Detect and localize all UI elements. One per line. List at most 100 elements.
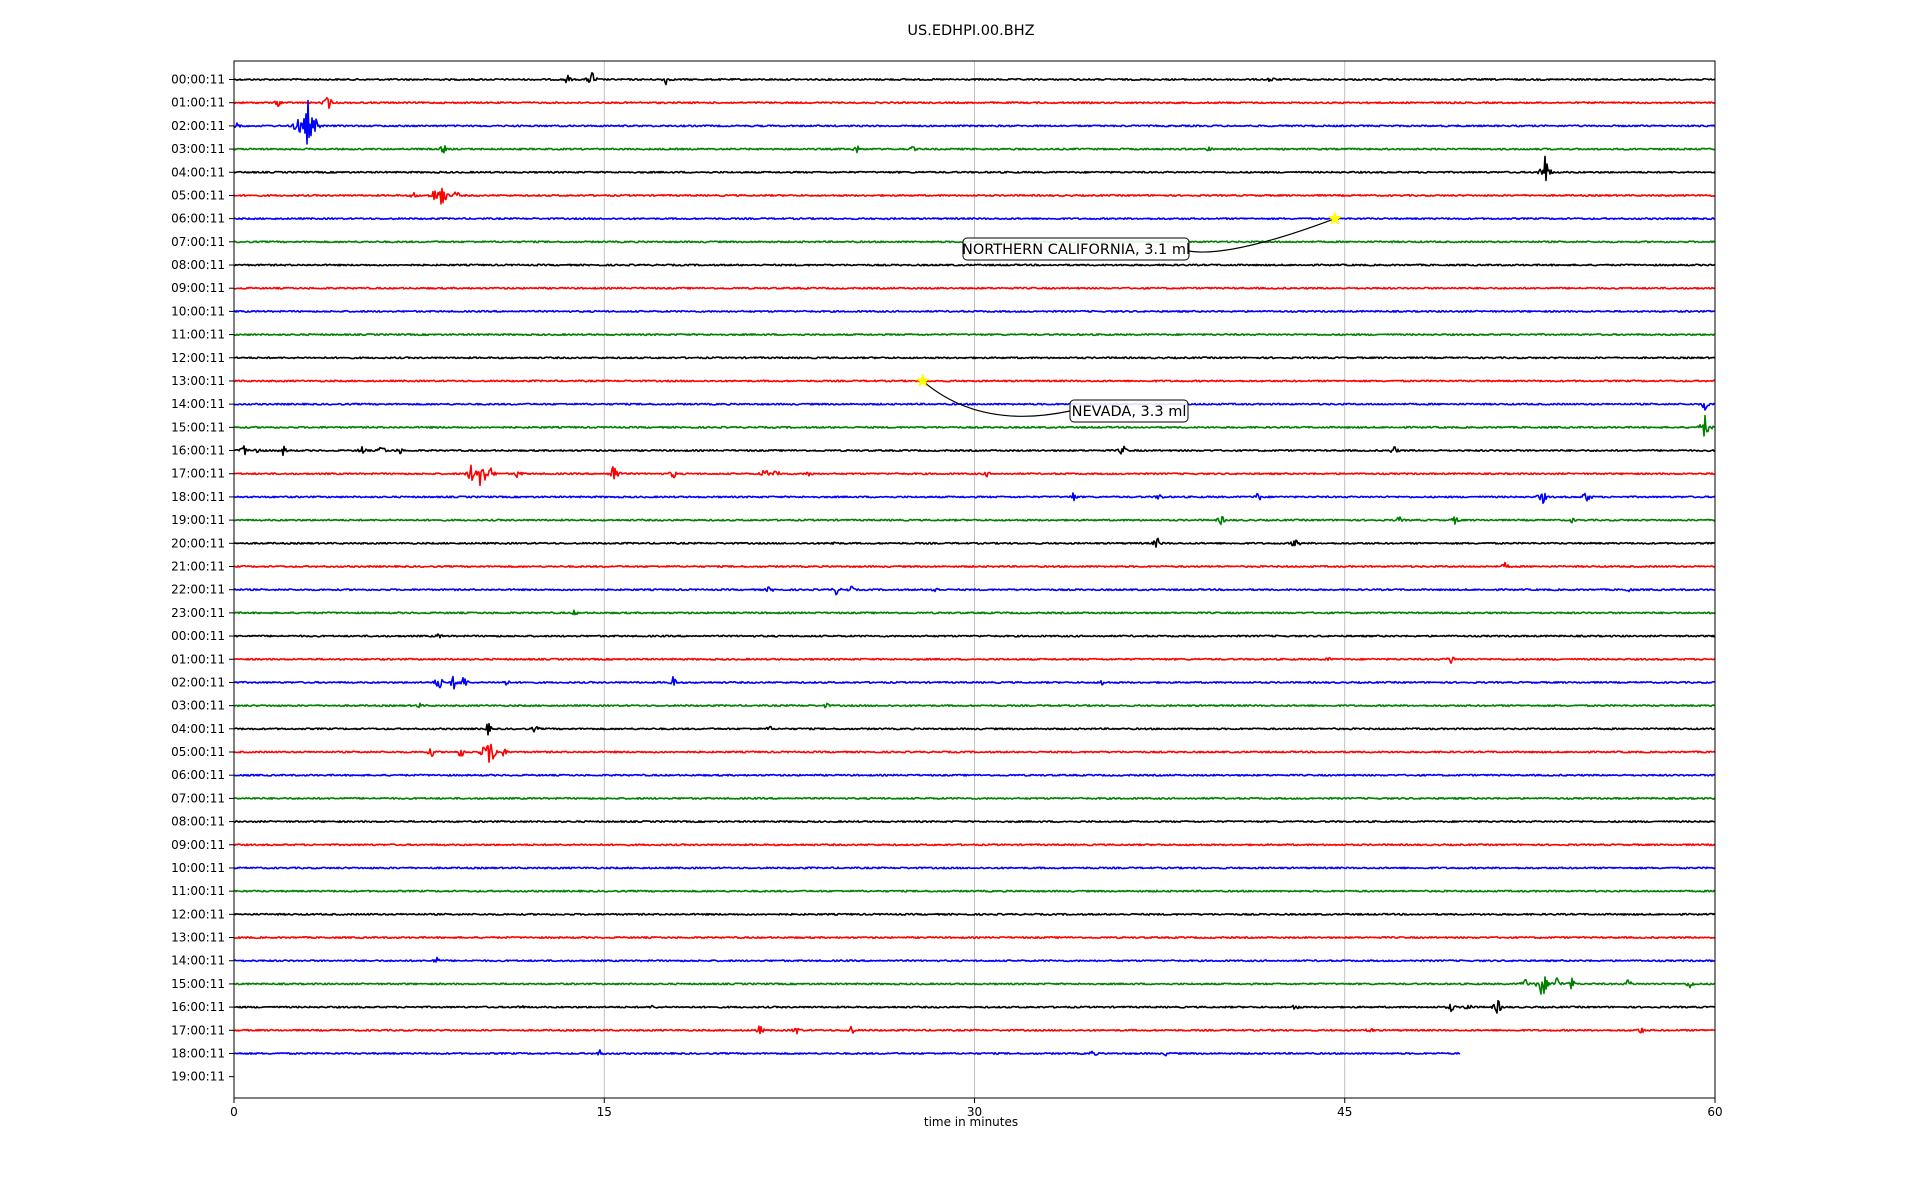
trace-row xyxy=(233,155,1716,182)
row-time-label: 12:00:11 xyxy=(171,351,225,365)
row-time-label: 22:00:11 xyxy=(171,583,225,597)
trace-row xyxy=(233,820,1716,824)
trace-row xyxy=(233,561,1716,569)
annotation-label: NEVADA, 3.3 ml xyxy=(1072,404,1187,420)
row-time-label: 18:00:11 xyxy=(171,1046,225,1060)
x-tick-label: 60 xyxy=(1707,1105,1722,1119)
row-time-label: 13:00:11 xyxy=(171,931,225,945)
row-time-label: 14:00:11 xyxy=(171,397,225,411)
trace-row xyxy=(233,356,1716,360)
trace-row xyxy=(233,702,1716,709)
trace-row xyxy=(233,464,1716,487)
trace-row xyxy=(233,333,1716,337)
trace-row xyxy=(233,912,1716,916)
annotation-connector xyxy=(922,380,1071,417)
trace-row xyxy=(233,402,1716,411)
trace-row xyxy=(233,796,1716,800)
row-time-label: 11:00:11 xyxy=(171,328,225,342)
trace-row xyxy=(233,843,1716,847)
row-time-label: 08:00:11 xyxy=(171,815,225,829)
trace-row xyxy=(233,956,1716,963)
row-time-label: 04:00:11 xyxy=(171,722,225,736)
row-time-label: 05:00:11 xyxy=(171,188,225,202)
trace-row xyxy=(233,935,1716,940)
row-time-label: 01:00:11 xyxy=(171,96,225,110)
trace-row xyxy=(233,773,1716,777)
trace-row xyxy=(233,97,1716,110)
row-time-label: 02:00:11 xyxy=(171,675,225,689)
annotation-box xyxy=(1069,399,1189,423)
trace-row xyxy=(233,515,1716,526)
x-axis-ticks: 0 15 30 45 60 xyxy=(230,1098,1723,1119)
row-time-label: 17:00:11 xyxy=(171,467,225,481)
x-tick-label: 15 xyxy=(597,1105,612,1119)
annotation-connector xyxy=(1188,218,1336,253)
row-time-label: 09:00:11 xyxy=(171,281,225,295)
trace-row xyxy=(233,866,1716,870)
trace-row xyxy=(233,445,1716,457)
x-tick-label: 45 xyxy=(1337,1105,1352,1119)
row-time-label: 00:00:11 xyxy=(171,629,225,643)
row-time-label: 16:00:11 xyxy=(171,1000,225,1014)
row-time-label: 15:00:11 xyxy=(171,977,225,991)
trace-row xyxy=(233,414,1716,437)
trace-row xyxy=(233,656,1716,664)
x-tick-label: 30 xyxy=(967,1105,982,1119)
row-time-label: 10:00:11 xyxy=(171,861,225,875)
row-time-label: 13:00:11 xyxy=(171,374,225,388)
trace-row xyxy=(233,144,1716,154)
row-time-label: 20:00:11 xyxy=(171,536,225,550)
row-time-label: 06:00:11 xyxy=(171,212,225,226)
row-time-label: 07:00:11 xyxy=(171,235,225,249)
row-time-label: 19:00:11 xyxy=(171,1070,225,1084)
grid-lines xyxy=(603,61,1346,1098)
event-annotations: NORTHERN CALIFORNIA, 3.1 ml NEVADA, 3.3 m… xyxy=(915,211,1343,423)
row-time-label: 00:00:11 xyxy=(171,73,225,87)
row-time-label: 17:00:11 xyxy=(171,1023,225,1037)
trace-row xyxy=(233,309,1716,313)
row-time-label: 21:00:11 xyxy=(171,559,225,573)
chart-title: US.EDHPI.00.BHZ xyxy=(907,23,1034,39)
row-time-label: 04:00:11 xyxy=(171,165,225,179)
row-time-label: 16:00:11 xyxy=(171,444,225,458)
trace-row xyxy=(233,585,1716,596)
row-time-label: 23:00:11 xyxy=(171,606,225,620)
row-time-label: 15:00:11 xyxy=(171,420,225,434)
trace-row xyxy=(233,99,1716,145)
event-star-marker xyxy=(915,373,930,388)
trace-row xyxy=(233,72,1716,86)
row-time-label: 11:00:11 xyxy=(171,884,225,898)
trace-row xyxy=(233,217,1716,221)
row-time-label: 08:00:11 xyxy=(171,258,225,272)
row-time-label: 10:00:11 xyxy=(171,304,225,318)
trace-row xyxy=(233,379,1716,383)
seismic-traces xyxy=(233,72,1716,1057)
row-time-label: 09:00:11 xyxy=(171,838,225,852)
row-time-label: 03:00:11 xyxy=(171,699,225,713)
row-time-label: 05:00:11 xyxy=(171,745,225,759)
x-tick-label: 0 xyxy=(230,1105,238,1119)
x-axis-label: time in minutes xyxy=(924,1115,1018,1129)
row-time-label: 12:00:11 xyxy=(171,907,225,921)
trace-row xyxy=(233,722,1716,736)
trace-row xyxy=(233,537,1716,548)
trace-row xyxy=(233,675,1716,690)
trace-row xyxy=(233,743,1716,763)
annotation-box xyxy=(962,237,1190,261)
row-time-label: 19:00:11 xyxy=(171,513,225,527)
trace-row xyxy=(233,492,1716,505)
axes-frame xyxy=(233,60,1716,1099)
trace-row xyxy=(233,1025,1716,1035)
row-time-label: 02:00:11 xyxy=(171,119,225,133)
row-time-labels: 00:00:11 01:00:11 02:00:11 03:00:11 04:00:11… xyxy=(171,73,234,1084)
trace-row xyxy=(233,1049,1461,1057)
event-star-marker xyxy=(1327,211,1343,225)
trace-row xyxy=(233,976,1716,995)
trace-row xyxy=(233,633,1716,639)
trace-row xyxy=(233,187,1716,205)
row-time-label: 07:00:11 xyxy=(171,791,225,805)
trace-row xyxy=(233,889,1716,893)
row-time-label: 01:00:11 xyxy=(171,652,225,666)
row-time-label: 14:00:11 xyxy=(171,954,225,968)
row-time-label: 06:00:11 xyxy=(171,768,225,782)
